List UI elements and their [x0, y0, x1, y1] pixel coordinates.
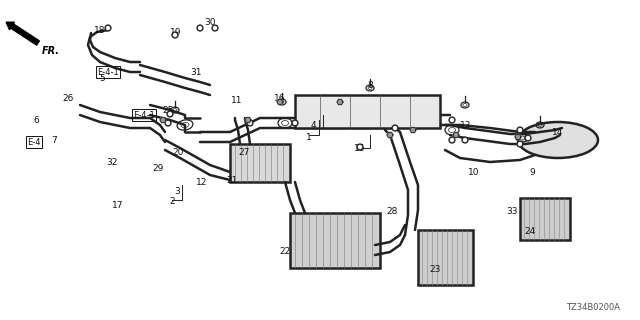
Text: 25: 25 — [163, 106, 173, 115]
Circle shape — [526, 136, 530, 140]
Text: E-4: E-4 — [27, 138, 40, 147]
Text: 15: 15 — [355, 143, 365, 153]
Circle shape — [525, 135, 531, 141]
Text: FR.: FR. — [42, 46, 60, 56]
Circle shape — [213, 26, 217, 30]
Circle shape — [451, 118, 454, 122]
Circle shape — [462, 137, 468, 143]
Polygon shape — [245, 117, 251, 123]
Bar — [295, 95, 440, 128]
Circle shape — [357, 144, 363, 150]
Text: 23: 23 — [429, 266, 441, 275]
Text: 4: 4 — [310, 121, 316, 130]
Circle shape — [394, 126, 397, 130]
Circle shape — [293, 121, 297, 125]
Circle shape — [517, 127, 523, 133]
Polygon shape — [277, 100, 283, 105]
Text: 14: 14 — [552, 127, 564, 137]
Circle shape — [518, 142, 522, 146]
Circle shape — [173, 33, 177, 37]
Circle shape — [198, 26, 202, 30]
Text: TZ34B0200A: TZ34B0200A — [566, 303, 620, 312]
Text: 13: 13 — [460, 121, 472, 130]
Text: 30: 30 — [204, 18, 216, 27]
Text: E-4-1: E-4-1 — [97, 68, 119, 76]
Circle shape — [167, 111, 173, 117]
Text: 19: 19 — [170, 28, 182, 36]
Text: 8: 8 — [367, 81, 373, 90]
Polygon shape — [160, 117, 166, 123]
Text: 27: 27 — [238, 148, 250, 156]
Text: 24: 24 — [524, 228, 536, 236]
Text: 28: 28 — [387, 207, 397, 217]
Polygon shape — [453, 132, 459, 138]
Text: 2: 2 — [169, 197, 175, 206]
Circle shape — [449, 117, 455, 123]
Circle shape — [106, 26, 109, 30]
Circle shape — [463, 138, 467, 142]
Bar — [520, 198, 570, 240]
Text: 22: 22 — [280, 247, 291, 257]
Polygon shape — [410, 127, 416, 132]
Text: 31: 31 — [190, 68, 202, 76]
Circle shape — [449, 137, 455, 143]
Text: 10: 10 — [468, 167, 480, 177]
Circle shape — [248, 121, 252, 125]
Circle shape — [392, 125, 398, 131]
Text: 33: 33 — [506, 207, 518, 217]
Circle shape — [358, 145, 362, 149]
Text: 3: 3 — [174, 188, 180, 196]
Bar — [230, 144, 290, 182]
Polygon shape — [387, 132, 393, 138]
Text: 29: 29 — [152, 164, 164, 172]
Text: 11: 11 — [231, 95, 243, 105]
Circle shape — [197, 25, 203, 31]
Text: 21: 21 — [227, 175, 237, 185]
Circle shape — [518, 128, 522, 132]
Circle shape — [166, 121, 170, 125]
Text: 17: 17 — [112, 201, 124, 210]
Text: 20: 20 — [172, 148, 184, 156]
Circle shape — [168, 112, 172, 116]
Text: 12: 12 — [196, 178, 208, 187]
Circle shape — [105, 25, 111, 31]
Text: 16: 16 — [275, 93, 285, 102]
Circle shape — [292, 120, 298, 126]
Text: 5: 5 — [99, 74, 105, 83]
Text: 6: 6 — [33, 116, 39, 124]
Circle shape — [517, 141, 523, 147]
Bar — [290, 213, 380, 268]
Text: 9: 9 — [529, 167, 535, 177]
Polygon shape — [337, 100, 343, 105]
Text: E-4-1: E-4-1 — [133, 110, 155, 119]
Bar — [418, 230, 473, 285]
FancyArrow shape — [6, 22, 40, 45]
Circle shape — [165, 120, 171, 126]
Ellipse shape — [518, 122, 598, 158]
Circle shape — [172, 32, 178, 38]
Text: 26: 26 — [62, 93, 74, 102]
Text: 7: 7 — [51, 135, 57, 145]
Polygon shape — [515, 134, 521, 140]
Circle shape — [212, 25, 218, 31]
Text: 32: 32 — [106, 157, 118, 166]
Circle shape — [451, 138, 454, 142]
Circle shape — [247, 120, 253, 126]
Text: 18: 18 — [94, 26, 106, 35]
Text: 1: 1 — [306, 132, 312, 141]
